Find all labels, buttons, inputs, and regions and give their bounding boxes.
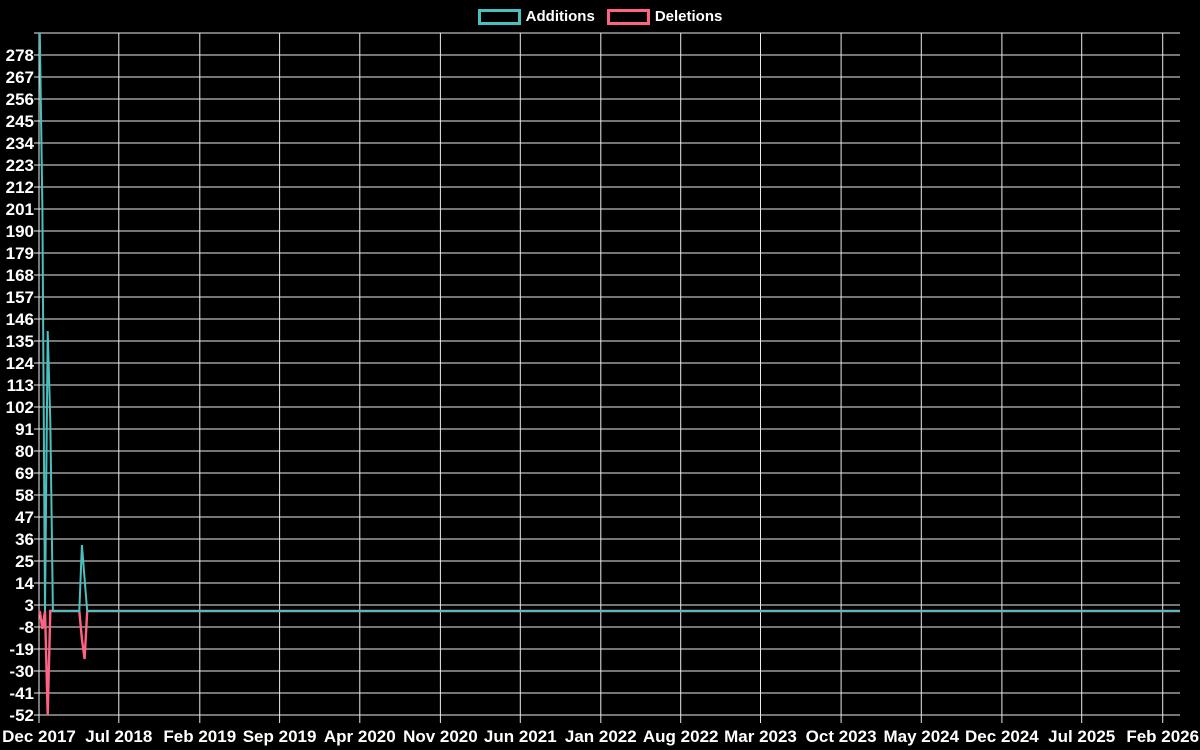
x-tick-label: Aug 2022 xyxy=(643,727,719,746)
x-tick-label: Jul 2025 xyxy=(1048,727,1115,746)
x-tick-label: Jan 2022 xyxy=(565,727,637,746)
y-tick-label: 47 xyxy=(15,508,34,527)
y-tick-label: -52 xyxy=(9,706,34,725)
chart-legend: Additions Deletions xyxy=(0,6,1200,28)
y-tick-label: -41 xyxy=(9,684,34,703)
legend-item-deletions[interactable]: Deletions xyxy=(606,8,723,25)
y-tick-label: 113 xyxy=(7,376,34,395)
legend-label-additions: Additions xyxy=(525,8,595,25)
y-tick-label: 179 xyxy=(6,244,34,263)
x-tick-label: Nov 2020 xyxy=(403,727,478,746)
x-tick-label: Jun 2021 xyxy=(484,727,557,746)
y-tick-label: 69 xyxy=(15,464,34,483)
y-tick-label: 190 xyxy=(6,222,34,241)
y-tick-label: -19 xyxy=(9,640,34,659)
x-tick-label: Dec 2024 xyxy=(965,727,1039,746)
y-tick-label: 245 xyxy=(6,112,34,131)
y-tick-label: 102 xyxy=(6,398,34,417)
legend-label-deletions: Deletions xyxy=(654,8,723,25)
x-tick-label: Mar 2023 xyxy=(724,727,797,746)
y-tick-label: 36 xyxy=(15,530,34,549)
y-tick-label: 256 xyxy=(6,90,34,109)
y-tick-label: -30 xyxy=(9,662,34,681)
y-tick-label: 91 xyxy=(15,420,34,439)
y-tick-label: 267 xyxy=(6,68,34,87)
x-tick-label: May 2024 xyxy=(883,727,959,746)
x-tick-label: Jul 2018 xyxy=(85,727,152,746)
y-tick-label: 234 xyxy=(6,134,35,153)
y-tick-label: 201 xyxy=(6,200,34,219)
y-tick-label: 3 xyxy=(25,596,34,615)
x-tick-label: Oct 2023 xyxy=(806,727,877,746)
legend-swatch-deletions-icon xyxy=(606,9,650,25)
x-tick-label: Feb 2019 xyxy=(163,727,236,746)
legend-item-additions[interactable]: Additions xyxy=(477,8,595,25)
y-tick-label: 168 xyxy=(6,266,34,285)
y-tick-label: 212 xyxy=(6,178,34,197)
y-tick-label: 14 xyxy=(15,574,34,593)
y-tick-label: 223 xyxy=(6,156,34,175)
y-tick-label: 135 xyxy=(6,332,34,351)
y-tick-label: 146 xyxy=(6,310,34,329)
x-tick-label: Dec 2017 xyxy=(2,727,76,746)
y-tick-label: 278 xyxy=(6,46,34,65)
y-tick-label: 25 xyxy=(15,552,34,571)
x-tick-label: Sep 2019 xyxy=(243,727,317,746)
series-line-additions[interactable] xyxy=(38,32,1180,612)
y-tick-label: 58 xyxy=(15,486,34,505)
y-tick-label: 124 xyxy=(6,354,35,373)
y-tick-label: -8 xyxy=(19,618,34,637)
x-tick-label: Feb 2026 xyxy=(1126,727,1199,746)
y-tick-label: 80 xyxy=(15,442,34,461)
x-tick-label: Apr 2020 xyxy=(324,727,396,746)
y-tick-label: 157 xyxy=(6,288,34,307)
legend-swatch-additions-icon xyxy=(477,9,521,25)
